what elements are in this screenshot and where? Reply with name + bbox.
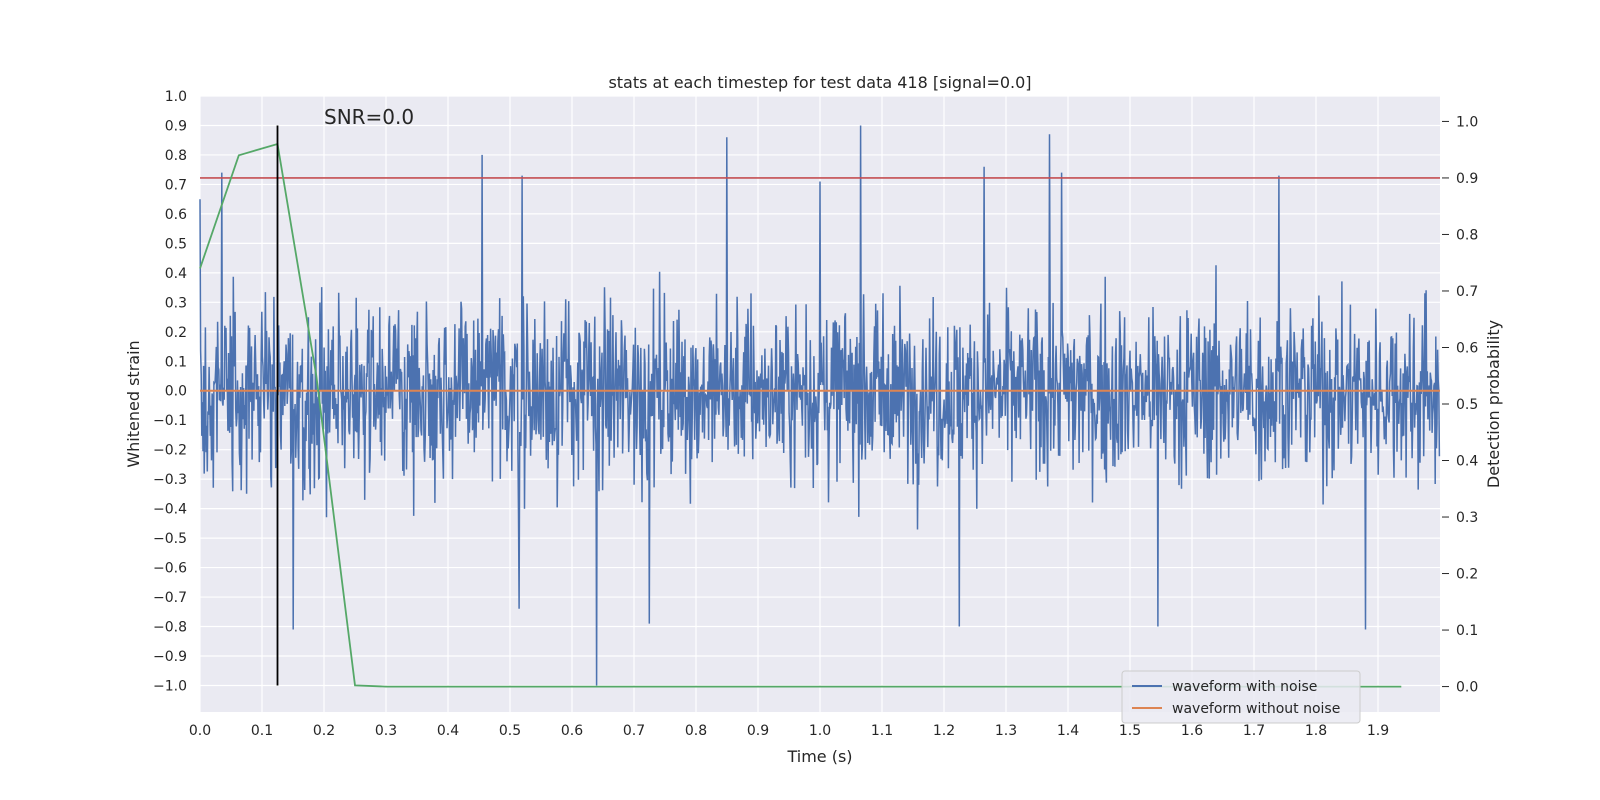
y-left-tick-label: −0.9 [153, 649, 187, 665]
y-left-tick-label: −0.3 [153, 472, 187, 488]
x-tick-label: 1.4 [1057, 723, 1079, 739]
x-axis-label: Time (s) [786, 747, 852, 766]
y-left-tick-label: 0.6 [165, 207, 187, 223]
y-left-tick-label: 0.4 [165, 266, 187, 282]
x-tick-label: 1.1 [871, 723, 893, 739]
y-left-tick-label: −0.8 [153, 620, 187, 636]
x-tick-label: 0.7 [623, 723, 645, 739]
y-right-axis-label: Detection probability [1484, 320, 1503, 488]
y-left-tick-label: −0.5 [153, 531, 187, 547]
legend-label-noise: waveform with noise [1172, 679, 1317, 695]
legend-box [1121, 670, 1361, 724]
x-tick-label: 0.5 [499, 723, 521, 739]
y-right-tick-label: 0.5 [1456, 397, 1478, 413]
y-left-tick-label: 0.3 [165, 295, 187, 311]
x-tick-label: 1.7 [1243, 723, 1265, 739]
x-tick-label: 1.0 [809, 723, 831, 739]
x-tick-labels: 0.0 0.1 0.2 0.3 0.4 0.5 0.6 0.7 0.8 0.9 1.0 1.1 1.2 1… [189, 723, 1389, 739]
y-left-tick-label: 1.0 [165, 89, 187, 105]
y-right-tick-labels: 1.0 0.9 0.8 0.7 0.6 0.5 0.4 0.3 0.2 0.1 0.0 [1442, 114, 1478, 696]
snr-annotation: SNR=0.0 [324, 105, 414, 129]
y-left-tick-label: −0.6 [153, 561, 187, 577]
legend: waveform with noise waveform without noi… [1121, 670, 1361, 724]
y-left-tick-label: 0.9 [165, 118, 187, 134]
chart-title: stats at each timestep for test data 418… [608, 73, 1031, 92]
y-left-tick-label: −0.1 [153, 413, 187, 429]
y-right-tick-label: 0.0 [1456, 680, 1478, 696]
y-left-tick-label: −0.7 [153, 590, 187, 606]
y-right-tick-label: 0.8 [1456, 227, 1478, 243]
y-left-axis-label: Whitened strain [124, 340, 143, 467]
x-tick-label: 0.4 [437, 723, 459, 739]
x-tick-label: 1.2 [933, 723, 955, 739]
x-tick-label: 0.0 [189, 723, 211, 739]
series-detection-probability [199, 142, 1402, 688]
y-right-tick-label: 0.1 [1456, 623, 1478, 639]
x-tick-label: 1.3 [995, 723, 1017, 739]
y-right-tick-label: 0.4 [1456, 454, 1478, 470]
y-right-tick-label: 0.7 [1456, 284, 1478, 300]
x-tick-label: 0.8 [685, 723, 707, 739]
y-left-tick-label: −0.2 [153, 443, 187, 459]
x-tick-label: 1.6 [1181, 723, 1203, 739]
series-layer [199, 125, 1441, 688]
x-tick-label: 0.1 [251, 723, 273, 739]
x-tick-label: 1.5 [1119, 723, 1141, 739]
y-left-tick-label: 0.2 [165, 325, 187, 341]
y-right-tick-label: 0.9 [1456, 171, 1478, 187]
x-tick-label: 0.6 [561, 723, 583, 739]
series-waveform-with-noise [199, 125, 1441, 686]
y-left-tick-label: 0.8 [165, 148, 187, 164]
x-tick-label: 0.2 [313, 723, 335, 739]
y-left-tick-label: 0.1 [165, 354, 187, 370]
y-left-tick-label: 0.0 [165, 384, 187, 400]
y-right-tick-label: 0.3 [1456, 510, 1478, 526]
y-left-tick-label: 0.5 [165, 236, 187, 252]
x-tick-label: 1.9 [1367, 723, 1389, 739]
y-left-tick-labels: 1.0 0.9 0.8 0.7 0.6 0.5 0.4 0.3 0.2 0.1 0.0 −0.1 −0.… [153, 89, 187, 694]
x-tick-label: 1.8 [1305, 723, 1327, 739]
y-right-tick-label: 1.0 [1456, 114, 1478, 130]
y-right-tick-label: 0.6 [1456, 340, 1478, 356]
legend-label-clean: waveform without noise [1172, 701, 1340, 717]
y-left-tick-label: −1.0 [153, 678, 187, 694]
y-right-tick-label: 0.2 [1456, 567, 1478, 583]
y-left-tick-label: −0.4 [153, 502, 187, 518]
y-left-tick-label: 0.7 [165, 177, 187, 193]
x-tick-label: 0.3 [375, 723, 397, 739]
x-tick-label: 0.9 [747, 723, 769, 739]
